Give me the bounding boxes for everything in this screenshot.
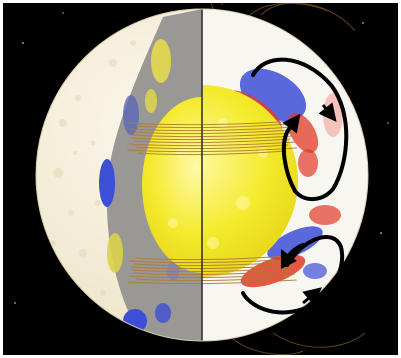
core-right xyxy=(202,85,298,277)
flow-arrow-down-icon xyxy=(302,287,322,306)
exterior-field-lines xyxy=(211,3,366,355)
flow-arrow-up-icon xyxy=(318,102,337,123)
field-line xyxy=(127,279,297,285)
field-line xyxy=(136,255,288,261)
field-line xyxy=(131,264,293,270)
field-line xyxy=(127,120,297,126)
field-line xyxy=(135,276,289,282)
field-line xyxy=(131,267,293,273)
field-line xyxy=(128,258,296,264)
sun-cutaway-illustration xyxy=(14,3,389,355)
field-line xyxy=(133,261,291,267)
flow-arrow-in-icon xyxy=(282,113,301,134)
field-line xyxy=(135,144,289,150)
field-line xyxy=(127,147,297,153)
flux-blotches-left xyxy=(99,39,179,333)
core-texture xyxy=(168,118,268,249)
field-line xyxy=(133,270,291,276)
flow-arrow-out-icon xyxy=(280,248,298,270)
field-line xyxy=(131,132,293,138)
field-line xyxy=(129,273,295,279)
field-line xyxy=(129,126,295,132)
field-line xyxy=(131,135,293,141)
core-left xyxy=(142,97,202,273)
image-frame xyxy=(3,3,398,355)
field-line xyxy=(129,141,295,147)
sun-outline xyxy=(35,8,369,342)
star-field xyxy=(14,12,389,304)
field-line xyxy=(133,129,291,135)
surface-texture xyxy=(50,40,136,296)
field-line xyxy=(135,123,289,129)
toroidal-field-bands xyxy=(127,120,297,285)
field-line xyxy=(137,150,287,156)
field-line xyxy=(133,138,291,144)
